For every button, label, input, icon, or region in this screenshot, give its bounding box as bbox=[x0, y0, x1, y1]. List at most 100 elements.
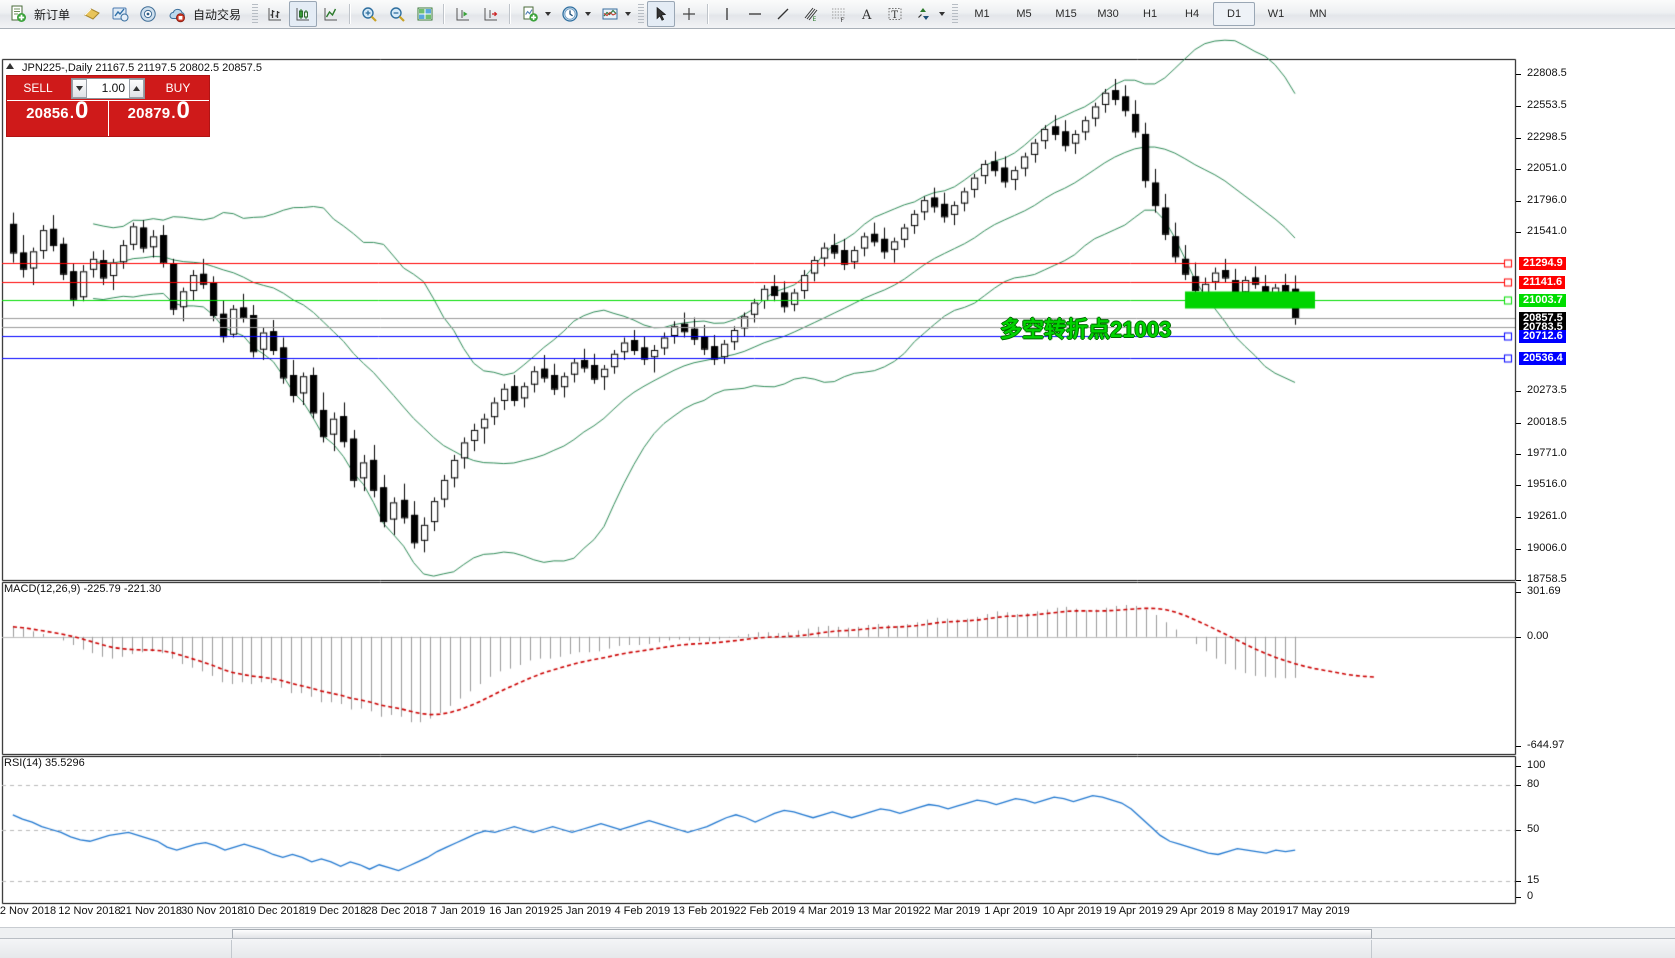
timeframe-h1[interactable]: H1 bbox=[1143, 8, 1158, 20]
price-level-tag-21141.6[interactable]: 21141.6 bbox=[1519, 275, 1566, 289]
period-icon[interactable] bbox=[556, 1, 584, 27]
tile-windows-icon[interactable] bbox=[411, 1, 439, 27]
date-tick: 2 Nov 2018 bbox=[0, 905, 57, 917]
macd-title: MACD(12,26,9) -225.79 -221.30 bbox=[4, 583, 162, 595]
timeframe-w1[interactable]: W1 bbox=[1267, 8, 1285, 20]
trendline-icon[interactable] bbox=[769, 1, 797, 27]
templates-dropdown[interactable] bbox=[595, 1, 635, 27]
status-field-1 bbox=[0, 939, 232, 958]
axis-tick bbox=[1516, 201, 1521, 202]
toolbar-grip[interactable] bbox=[638, 4, 645, 24]
sell-button[interactable]: 20856 . 0 bbox=[7, 99, 108, 136]
arrows-dropdown[interactable] bbox=[909, 1, 949, 27]
volume-value[interactable]: 1.00 bbox=[101, 81, 125, 95]
chevron-down-icon[interactable] bbox=[625, 12, 632, 16]
date-tick: 10 Apr 2019 bbox=[1042, 905, 1102, 917]
cursor-icon[interactable] bbox=[647, 1, 676, 27]
chart-area[interactable]: JPN225-,Daily 21167.5 21197.5 20802.5 20… bbox=[0, 29, 1675, 944]
date-tick: 13 Feb 2019 bbox=[672, 905, 735, 917]
date-tick: 1 Apr 2019 bbox=[984, 905, 1038, 917]
price-level-tag-21294.9[interactable]: 21294.9 bbox=[1519, 256, 1566, 270]
toolbar-separator bbox=[443, 4, 446, 24]
rsi-tick-0: 0 bbox=[1527, 890, 1534, 902]
indicators-icon[interactable] bbox=[516, 1, 544, 27]
candlestick-icon[interactable] bbox=[289, 1, 318, 27]
toolbar-grip[interactable] bbox=[952, 4, 959, 24]
timeframe-mn[interactable]: MN bbox=[1309, 8, 1327, 20]
new-order-button[interactable]: 新订单 bbox=[3, 1, 78, 27]
toolbar-grip[interactable] bbox=[252, 4, 259, 24]
new-order-icon[interactable] bbox=[4, 1, 32, 27]
market-watch-icon[interactable] bbox=[106, 1, 134, 27]
volume-stepper[interactable]: 1.00 bbox=[71, 77, 145, 99]
price-tick-20273.5: 20273.5 bbox=[1527, 384, 1567, 396]
volume-decrease-icon[interactable] bbox=[72, 78, 87, 98]
bar-chart-icon[interactable] bbox=[261, 1, 289, 27]
axis-tick bbox=[1516, 517, 1521, 518]
timeframe-m1[interactable]: M1 bbox=[974, 8, 990, 20]
hline-icon[interactable] bbox=[741, 1, 769, 27]
shift-end-icon[interactable] bbox=[449, 1, 477, 27]
templates-icon[interactable] bbox=[596, 1, 624, 27]
chevron-down-icon[interactable] bbox=[545, 12, 552, 16]
date-tick: 29 Apr 2019 bbox=[1165, 905, 1225, 917]
timeframe-h4[interactable]: H4 bbox=[1185, 8, 1200, 20]
vline-icon[interactable] bbox=[713, 1, 741, 27]
crosshair-icon[interactable] bbox=[675, 1, 703, 27]
navigator-icon[interactable] bbox=[134, 1, 162, 27]
collapse-chart-icon[interactable] bbox=[6, 63, 14, 69]
zoom-out-icon[interactable] bbox=[383, 1, 411, 27]
rsi-tick-50: 50 bbox=[1527, 823, 1540, 835]
period-dropdown[interactable] bbox=[555, 1, 595, 27]
timeframe-m15[interactable]: M15 bbox=[1055, 8, 1077, 20]
text-label-icon[interactable]: T bbox=[881, 1, 909, 27]
timeframe-d1[interactable]: D1 bbox=[1213, 2, 1256, 26]
arrows-icon[interactable] bbox=[910, 1, 938, 27]
expert-advisor-icon[interactable] bbox=[78, 1, 106, 27]
sell-price-separator: . bbox=[69, 105, 75, 122]
volume-increase-icon[interactable] bbox=[129, 78, 144, 98]
svg-text:T: T bbox=[891, 10, 898, 21]
price-tick-18758.5: 18758.5 bbox=[1527, 573, 1567, 585]
text-icon[interactable]: A bbox=[853, 1, 881, 27]
buy-button[interactable]: 20879 . 0 bbox=[107, 99, 209, 136]
svg-text:A: A bbox=[861, 8, 872, 23]
chart-shift-icon[interactable] bbox=[477, 1, 505, 27]
chart-canvas[interactable] bbox=[0, 29, 1675, 937]
chevron-down-icon[interactable] bbox=[939, 12, 946, 16]
equidistant-channel-icon[interactable]: E bbox=[797, 1, 825, 27]
indicators-dropdown[interactable] bbox=[515, 1, 555, 27]
rsi-tick-100: 100 bbox=[1527, 759, 1546, 771]
fibonacci-icon[interactable]: F bbox=[825, 1, 853, 27]
date-tick: 12 Nov 2018 bbox=[58, 905, 121, 917]
zoom-in-icon[interactable] bbox=[355, 1, 383, 27]
axis-tick bbox=[1516, 881, 1521, 882]
axis-tick bbox=[1516, 549, 1521, 550]
sell-label: SELL bbox=[7, 76, 69, 100]
autotrading-button[interactable]: 自动交易 bbox=[162, 1, 249, 27]
date-tick: 4 Mar 2019 bbox=[798, 905, 855, 917]
price-level-tag-20536.4[interactable]: 20536.4 bbox=[1519, 351, 1566, 365]
toolbar-separator bbox=[349, 4, 352, 24]
one-click-trading-panel[interactable]: SELL 1.00 BUY 20856 . 0 20879 . 0 bbox=[6, 75, 210, 137]
autotrading-icon[interactable] bbox=[163, 1, 191, 27]
timeframe-m5[interactable]: M5 bbox=[1016, 8, 1032, 20]
macd-tick-zero: 0.00 bbox=[1527, 630, 1549, 642]
price-level-tag-20712.6[interactable]: 20712.6 bbox=[1519, 329, 1566, 343]
chevron-down-icon[interactable] bbox=[585, 12, 592, 16]
axis-tick bbox=[1516, 485, 1521, 486]
line-chart-icon[interactable] bbox=[317, 1, 345, 27]
axis-tick bbox=[1516, 423, 1521, 424]
price-tick-21541.0: 21541.0 bbox=[1527, 225, 1567, 237]
chart-annotation-text[interactable]: 多空转折点21003 bbox=[1000, 317, 1172, 342]
date-tick: 21 Nov 2018 bbox=[119, 905, 183, 917]
rsi-title: RSI(14) 35.5296 bbox=[4, 757, 85, 769]
status-bar bbox=[0, 938, 1675, 958]
timeframe-m30[interactable]: M30 bbox=[1097, 8, 1119, 20]
axis-tick bbox=[1516, 74, 1521, 75]
price-level-tag-21003.7[interactable]: 21003.7 bbox=[1519, 293, 1566, 307]
price-tick-22298.5: 22298.5 bbox=[1527, 131, 1567, 143]
axis-tick bbox=[1516, 169, 1521, 170]
date-tick: 7 Jan 2019 bbox=[430, 905, 486, 917]
price-tick-19006.0: 19006.0 bbox=[1527, 542, 1567, 554]
